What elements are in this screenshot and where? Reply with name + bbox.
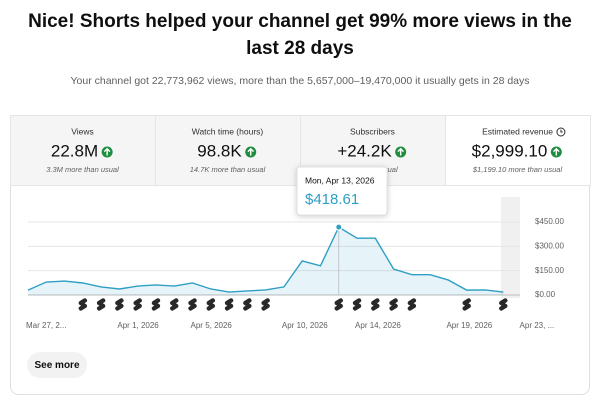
- y-tick-label: $0.00: [535, 290, 556, 299]
- partial-period: [501, 197, 520, 298]
- shorts-icon: [115, 298, 124, 311]
- x-tick-label: Apr 19, 2026: [446, 321, 492, 330]
- metric-tab[interactable]: [10, 115, 156, 186]
- shorts-icon: [151, 298, 161, 311]
- y-tick-label: $300.00: [535, 241, 564, 250]
- shorts-icon: [334, 298, 343, 311]
- metric-comparison: 14.7K more than usual: [190, 165, 266, 174]
- up-icon: [397, 147, 404, 156]
- shorts-icon: [371, 298, 380, 311]
- x-tick-label: Apr 14, 2026: [355, 321, 401, 330]
- metric-value: 98.8K: [197, 141, 242, 160]
- x-tick-label: Apr 1, 2026: [117, 321, 159, 330]
- up-icon: [247, 147, 255, 156]
- metric-value: 22.8M: [51, 141, 98, 160]
- area: [28, 227, 504, 295]
- shorts-icon: [407, 298, 417, 311]
- shorts-icon: [188, 298, 197, 311]
- tooltip-date: Mon, Apr 13, 2026: [305, 175, 375, 185]
- up-icon: [553, 147, 560, 156]
- metric-label: Views: [71, 126, 94, 136]
- shorts-icon: [170, 298, 179, 311]
- metric-label: Subscribers: [350, 126, 395, 136]
- x-tick-label: Apr 23, ...: [520, 321, 555, 330]
- clock-icon: [556, 127, 566, 137]
- shorts-icon: [352, 298, 362, 311]
- clock-icon: [560, 129, 563, 133]
- shorts-icon: [206, 298, 215, 311]
- title-line: Nice! Shorts helped your channel get 99%…: [28, 11, 572, 32]
- shorts-icon: [224, 298, 234, 311]
- shorts-icon: [389, 298, 398, 311]
- metric-label: Watch time (hours): [192, 126, 264, 136]
- shorts-icon: [243, 298, 252, 311]
- see-more-button[interactable]: [27, 352, 87, 378]
- tooltip: [296, 166, 388, 216]
- metric-tab[interactable]: [445, 115, 591, 186]
- shorts-icon: [78, 298, 88, 311]
- shorts-icon: [96, 298, 106, 311]
- up-icon: [103, 147, 111, 156]
- shorts-icon: [133, 298, 142, 311]
- metric-value: $2,999.10: [472, 141, 548, 160]
- subtitle: Your channel got 22,773,962 views, more …: [70, 75, 529, 87]
- x-tick-label: Mar 27, 2...: [26, 321, 66, 330]
- tooltip-value: $418.61: [305, 191, 359, 208]
- metric-tab[interactable]: [155, 115, 301, 186]
- hover-point: [335, 223, 343, 231]
- shorts-icon: [499, 298, 508, 311]
- y-tick-label: $150.00: [535, 266, 564, 275]
- y-tick-label: $450.00: [535, 217, 564, 226]
- x-tick-label: Apr 10, 2026: [282, 321, 328, 330]
- x-tick-label: Apr 5, 2026: [191, 321, 233, 330]
- metric-comparison: 3.3M more than usual: [46, 165, 119, 174]
- shorts-icon: [462, 298, 471, 311]
- button-label[interactable]: See more: [34, 360, 79, 371]
- plot: $0.00 $150.00 $300.00 $450.00 Mar 27, 2... Ap…: [26, 166, 564, 330]
- line: [27, 226, 504, 293]
- metric-label: Estimated revenue: [482, 126, 553, 136]
- shorts-icon: [261, 298, 270, 311]
- metric-comparison: $1,199.10 more than usual: [472, 165, 563, 174]
- metric-value: +24.2K: [337, 141, 392, 160]
- title-line: last 28 days: [246, 38, 354, 59]
